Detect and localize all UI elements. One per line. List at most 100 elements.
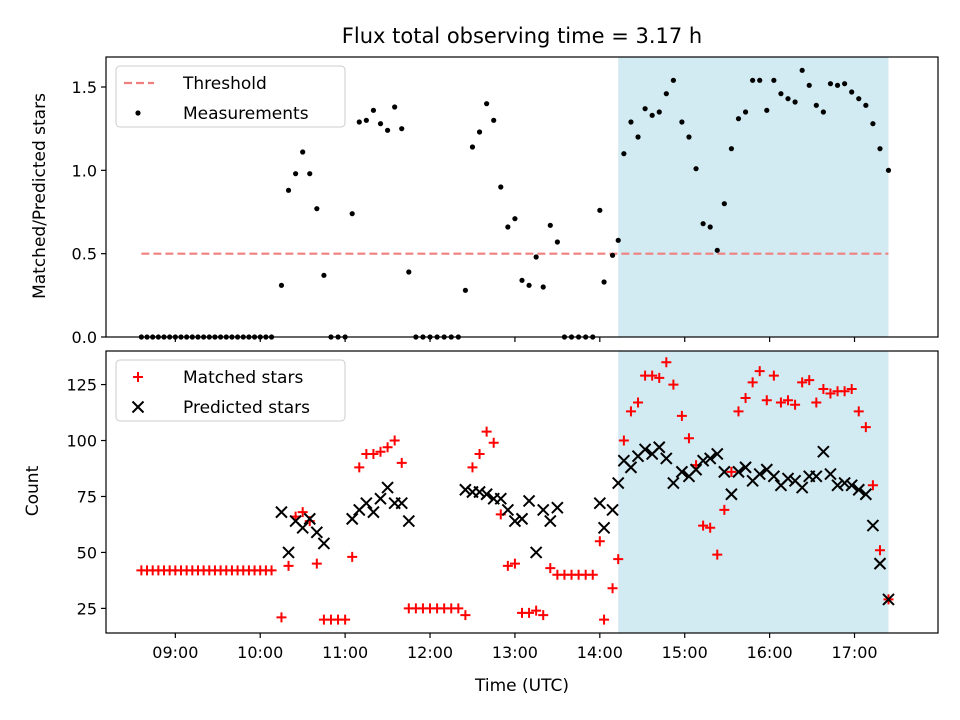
predicted-point bbox=[795, 481, 809, 494]
legend-label: Matched stars bbox=[183, 368, 303, 388]
measurement-point bbox=[469, 144, 476, 150]
measurement-point bbox=[656, 109, 662, 115]
count-points bbox=[136, 357, 895, 625]
measurement-point bbox=[384, 127, 391, 133]
y-axis-label-top: Matched/Predicted stars bbox=[30, 93, 50, 299]
predicted-point bbox=[593, 496, 607, 510]
matched-point bbox=[509, 558, 520, 569]
measurement-point bbox=[321, 272, 327, 278]
matched-point bbox=[340, 614, 351, 625]
measurement-point bbox=[356, 119, 362, 125]
matched-point bbox=[768, 370, 779, 381]
measurement-point bbox=[771, 77, 777, 83]
predicted-point bbox=[817, 445, 830, 458]
measurement-point bbox=[813, 102, 819, 108]
measurement-point bbox=[307, 171, 313, 177]
predicted-point bbox=[374, 492, 387, 505]
matched-point bbox=[538, 610, 549, 621]
measurement-point bbox=[300, 149, 306, 155]
legend-x-marker bbox=[131, 400, 145, 414]
x-tick-label: 17:00 bbox=[831, 643, 877, 662]
measurement-point bbox=[462, 287, 469, 293]
predicted-point bbox=[501, 503, 515, 517]
measurement-point bbox=[533, 254, 539, 260]
measurement-point bbox=[707, 224, 713, 230]
y-tick-label: 100 bbox=[66, 432, 97, 451]
matched-point bbox=[633, 397, 644, 408]
measurement-point bbox=[721, 201, 727, 207]
highlight-span-bottom bbox=[618, 351, 889, 633]
matched-point bbox=[545, 563, 556, 574]
y-tick-label: 25 bbox=[77, 599, 97, 618]
matched-point bbox=[347, 551, 358, 562]
matched-point bbox=[625, 406, 636, 417]
predicted-point bbox=[310, 526, 324, 539]
predicted-point bbox=[508, 514, 522, 528]
matched-point bbox=[354, 462, 365, 473]
predicted-point bbox=[551, 501, 564, 514]
matched-point bbox=[860, 422, 871, 433]
legend-plus-marker bbox=[133, 372, 143, 382]
matched-point bbox=[613, 554, 624, 565]
matched-point bbox=[502, 560, 513, 571]
predicted-point bbox=[345, 512, 359, 526]
predicted-point bbox=[753, 467, 766, 481]
predicted-point bbox=[810, 470, 823, 483]
measurement-point bbox=[363, 117, 369, 123]
measurement-point bbox=[670, 77, 677, 83]
predicted-point bbox=[689, 463, 703, 476]
measurement-point bbox=[842, 81, 848, 87]
x-axis-label: Time (UTC) bbox=[474, 676, 569, 696]
predicted-point bbox=[838, 476, 851, 490]
matched-point bbox=[804, 375, 815, 386]
measurement-point bbox=[628, 119, 634, 125]
predicted-point bbox=[459, 483, 472, 496]
matched-point bbox=[654, 372, 665, 383]
matched-point bbox=[460, 610, 471, 621]
matched-point bbox=[818, 384, 829, 395]
predicted-point bbox=[831, 479, 844, 492]
matched-point bbox=[761, 395, 772, 406]
matched-point bbox=[283, 560, 294, 571]
matched-point bbox=[811, 397, 822, 408]
predicted-point bbox=[852, 483, 865, 496]
matched-point bbox=[790, 399, 801, 410]
legend-box bbox=[115, 65, 346, 128]
matched-point bbox=[524, 607, 535, 618]
predicted-point bbox=[703, 452, 717, 465]
axes-frame bbox=[105, 56, 939, 338]
predicted-point bbox=[859, 488, 873, 501]
axes-top: 0.0 0.5 1.0 1.5 bbox=[72, 56, 939, 347]
matched-point bbox=[733, 406, 744, 417]
predicted-point bbox=[653, 441, 666, 454]
legend-label: Measurements bbox=[183, 104, 309, 124]
measurement-point bbox=[750, 77, 756, 83]
predicted-point bbox=[866, 519, 880, 532]
predicted-point bbox=[781, 472, 795, 485]
measurement-point bbox=[399, 126, 405, 132]
matched-point bbox=[531, 605, 542, 616]
predicted-point bbox=[882, 593, 895, 606]
matched-point bbox=[599, 614, 610, 625]
matched-point bbox=[618, 435, 629, 446]
x-tick-label: 09:00 bbox=[152, 643, 198, 662]
measurement-point bbox=[526, 282, 532, 288]
measurement-point bbox=[799, 67, 805, 73]
measurement-point bbox=[700, 221, 706, 227]
matched-point bbox=[396, 457, 407, 468]
measurement-point bbox=[635, 134, 641, 140]
measurement-point bbox=[491, 117, 497, 123]
measurement-point bbox=[597, 207, 603, 213]
measurement-point bbox=[349, 211, 355, 217]
measurement-point bbox=[735, 116, 742, 122]
measurement-point bbox=[314, 206, 320, 212]
x-tick-label: 12:00 bbox=[407, 643, 453, 662]
measurement-point bbox=[834, 82, 841, 88]
measurement-point bbox=[505, 224, 511, 230]
predicted-point bbox=[522, 494, 536, 508]
predicted-point bbox=[767, 470, 781, 483]
matched-point bbox=[389, 435, 400, 446]
measurement-point bbox=[742, 109, 749, 115]
measurement-point bbox=[278, 282, 285, 288]
measurement-point bbox=[554, 239, 560, 245]
